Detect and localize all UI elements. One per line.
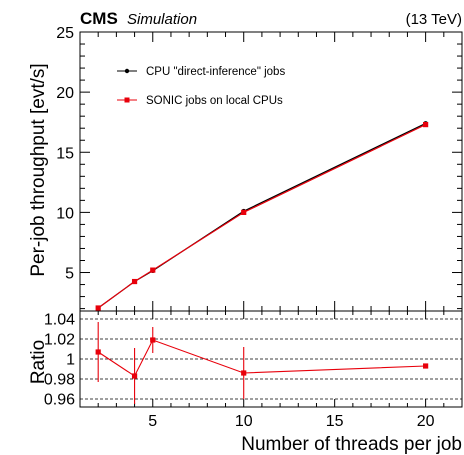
ratio-point: [131, 373, 138, 379]
legend-sonic-label: SONIC jobs on local CPUs: [146, 95, 283, 107]
main-y-tick-label: 10: [56, 205, 74, 222]
ratio-plot-area: 5 10 15 20 0.96 0.98 1 1.02 1.04: [44, 311, 462, 430]
ratio-y-tick-label: 0.96: [44, 392, 75, 409]
main-y-axis-title: Per-job throughput [evt/s]: [28, 63, 49, 276]
main-data-marks: [95, 121, 429, 311]
legend-cpu-label: CPU "direct-inference" jobs: [146, 66, 285, 78]
series-1-point: [95, 305, 101, 311]
main-y-tick-label: 25: [56, 25, 74, 42]
ratio-y-tick-label: 1: [66, 352, 75, 369]
main-y-tick-label: 20: [56, 85, 74, 102]
ratio-point: [423, 363, 429, 369]
ratio-y-tick-label: 1.04: [44, 312, 75, 329]
ratio-point: [150, 337, 156, 343]
ratio-y-axis-title: Ratio: [28, 340, 49, 384]
series-line-1: [97, 124, 426, 309]
ratio-line: [97, 339, 426, 377]
series-1-point: [131, 278, 138, 285]
experiment-label: CMS: [80, 9, 118, 28]
legend-cpu-marker: [124, 68, 130, 74]
energy-label: (13 TeV): [406, 11, 462, 28]
ratio-point: [241, 370, 247, 376]
legend-sonic-marker: [124, 97, 130, 103]
x-tick-label: 10: [235, 413, 253, 430]
main-y-tick-label: 15: [56, 145, 74, 162]
ratio-y-tick-label: 0.98: [44, 372, 75, 389]
ratio-point: [95, 349, 101, 355]
legend: CPU "direct-inference" jobs SONIC jobs o…: [117, 66, 285, 107]
ratio-y-tick-label: 1.02: [44, 332, 75, 349]
series-line-0: [97, 122, 426, 309]
series-1-point: [241, 209, 247, 215]
x-tick-label: 15: [326, 413, 344, 430]
series-1-point: [423, 121, 429, 128]
main-plot-area: 5 10 15 20 25: [56, 25, 462, 311]
x-tick-label: 5: [148, 413, 157, 430]
simulation-label: Simulation: [127, 11, 197, 28]
series-1-point: [150, 267, 156, 273]
x-tick-label: 20: [417, 413, 435, 430]
main-y-tick-label: 5: [65, 266, 74, 283]
x-axis-title: Number of threads per job: [241, 434, 462, 455]
ratio-data-marks: [95, 322, 429, 404]
